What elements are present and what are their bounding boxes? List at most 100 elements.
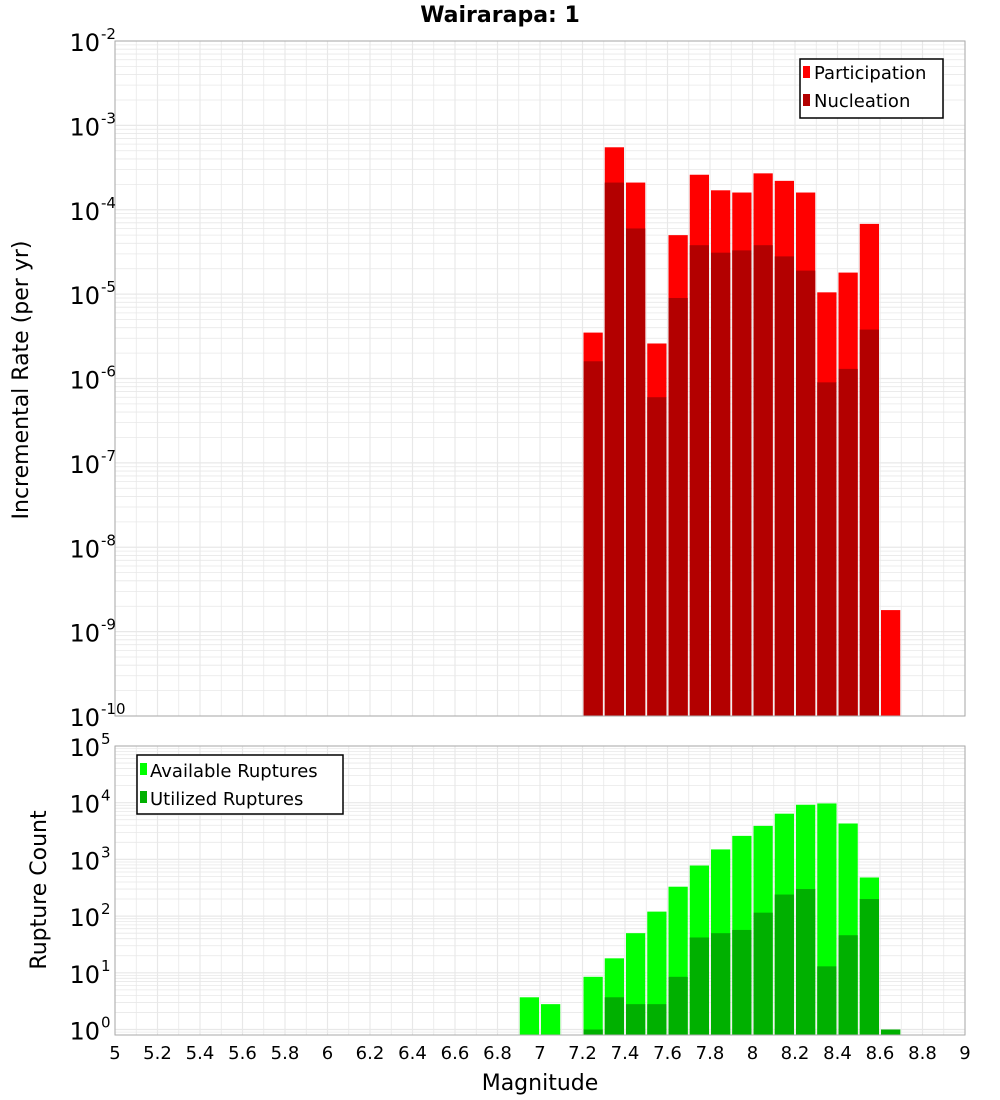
legend-swatch-utilized-ruptures	[140, 791, 147, 803]
x-tick-label: 7.8	[696, 1043, 725, 1064]
rate-y-tick-exponent: -9	[101, 616, 116, 634]
count-plot-frame	[114, 745, 966, 1036]
count-y-tick-exponent: 2	[101, 900, 111, 918]
x-tick-label: 7	[534, 1043, 545, 1064]
rate-bar-inner	[604, 182, 624, 716]
count-y-tick-exponent: 1	[101, 957, 111, 975]
rate-bar-inner	[774, 256, 794, 716]
rate-bar-inner	[711, 252, 731, 716]
rate-bar-inner	[626, 228, 646, 716]
count-bar-inner	[774, 894, 794, 1035]
count-y-tick-label: 10	[69, 961, 100, 989]
count-bar-inner	[753, 912, 773, 1035]
rate-bar-inner	[732, 250, 752, 717]
count-bar-inner	[859, 899, 879, 1035]
count-bar-inner	[689, 937, 709, 1035]
rate-bar-inner	[753, 245, 773, 717]
rate-y-tick-label: 10	[69, 113, 100, 141]
x-tick-label: 5	[109, 1043, 120, 1064]
x-axis-label: Magnitude	[482, 1071, 599, 1096]
legend-label-nucleation: Nucleation	[814, 91, 910, 112]
rate-y-tick-label: 10	[69, 704, 100, 732]
rate-y-tick-exponent: -8	[101, 531, 116, 549]
x-tick-label: 8	[747, 1043, 758, 1064]
rate-y-tick-exponent: -5	[101, 278, 116, 296]
count-y-tick-exponent: 0	[101, 1014, 111, 1032]
count-bar-inner	[817, 966, 837, 1035]
rate-bar-outer	[881, 610, 901, 716]
rate-y-tick-label: 10	[69, 367, 100, 395]
count-bar-inner	[668, 976, 688, 1035]
x-tick-label: 8.2	[781, 1043, 810, 1064]
rate-y-tick-label: 10	[69, 535, 100, 563]
rate-y-tick-label: 10	[69, 451, 100, 479]
top-legend: Participation Nucleation	[799, 58, 944, 119]
rate-y-tick-exponent: -6	[101, 363, 116, 381]
x-tick-label: 6.4	[398, 1043, 427, 1064]
x-tick-label: 5.2	[143, 1043, 172, 1064]
count-y-tick-label: 10	[69, 791, 100, 819]
x-tick-label: 5.6	[228, 1043, 257, 1064]
x-tick-label: 9	[959, 1043, 970, 1064]
rate-bar-inner	[689, 245, 709, 717]
x-tick-label: 7.2	[568, 1043, 597, 1064]
rate-y-tick-exponent: -4	[101, 194, 116, 212]
count-bar-inner	[732, 929, 752, 1035]
rate-bar-inner	[796, 270, 816, 716]
rate-y-tick-label: 10	[69, 620, 100, 648]
rate-plot-frame	[114, 40, 966, 717]
rate-bar-inner	[668, 297, 688, 716]
bottom-y-axis-label: Rupture Count	[27, 810, 52, 970]
count-y-tick-label: 10	[69, 1018, 100, 1046]
bottom-legend-box	[136, 754, 344, 815]
rate-y-tick-label: 10	[69, 29, 100, 57]
rate-bar-inner	[859, 329, 879, 716]
rate-y-tick-label: 10	[69, 282, 100, 310]
legend-swatch-available-ruptures	[140, 763, 147, 775]
bottom-legend: Available Ruptures Utilized Ruptures	[136, 754, 344, 815]
x-tick-label: 6.6	[441, 1043, 470, 1064]
rate-bar-inner	[647, 397, 667, 716]
legend-swatch-participation	[803, 66, 810, 78]
count-bar-inner	[881, 1029, 901, 1035]
count-y-tick-label: 10	[69, 904, 100, 932]
count-bar-inner	[647, 1004, 667, 1035]
count-y-tick-label: 10	[69, 734, 100, 762]
x-tick-label: 6.2	[356, 1043, 385, 1064]
rate-bar-inner	[817, 382, 837, 716]
count-bar-inner	[796, 889, 816, 1035]
top-y-axis-label: Incremental Rate (per yr)	[9, 241, 34, 520]
count-bar-outer	[583, 976, 603, 1035]
x-tick-label: 8.4	[823, 1043, 852, 1064]
count-y-tick-exponent: 4	[101, 787, 111, 805]
count-bar-outer	[519, 997, 539, 1035]
count-bar-inner	[626, 1004, 646, 1035]
top-legend-box	[799, 58, 944, 119]
count-y-tick-exponent: 5	[101, 730, 111, 748]
x-tick-label: 7.4	[611, 1043, 640, 1064]
legend-label-utilized-ruptures: Utilized Ruptures	[150, 789, 303, 810]
count-bar-inner	[838, 935, 858, 1035]
rate-y-tick-exponent: -3	[101, 109, 116, 127]
count-y-tick-exponent: 3	[101, 843, 111, 861]
x-tick-label: 5.4	[186, 1043, 215, 1064]
x-tick-label: 5.8	[271, 1043, 300, 1064]
x-tick-label: 6.8	[483, 1043, 512, 1064]
count-bar-inner	[711, 933, 731, 1035]
rate-y-tick-exponent: -2	[101, 25, 116, 43]
rate-y-tick-exponent: -10	[101, 700, 126, 718]
legend-label-available-ruptures: Available Ruptures	[150, 761, 318, 782]
rate-bar-inner	[583, 361, 603, 716]
count-bar-inner	[604, 997, 624, 1035]
count-bar-inner	[583, 1029, 603, 1035]
legend-swatch-nucleation	[803, 94, 810, 106]
count-y-tick-label: 10	[69, 847, 100, 875]
legend-label-participation: Participation	[814, 63, 926, 84]
rate-y-tick-exponent: -7	[101, 447, 116, 465]
x-tick-label: 6	[322, 1043, 333, 1064]
x-tick-label: 8.6	[866, 1043, 895, 1064]
rate-bar-inner	[838, 368, 858, 716]
count-bar-outer	[541, 1004, 561, 1035]
